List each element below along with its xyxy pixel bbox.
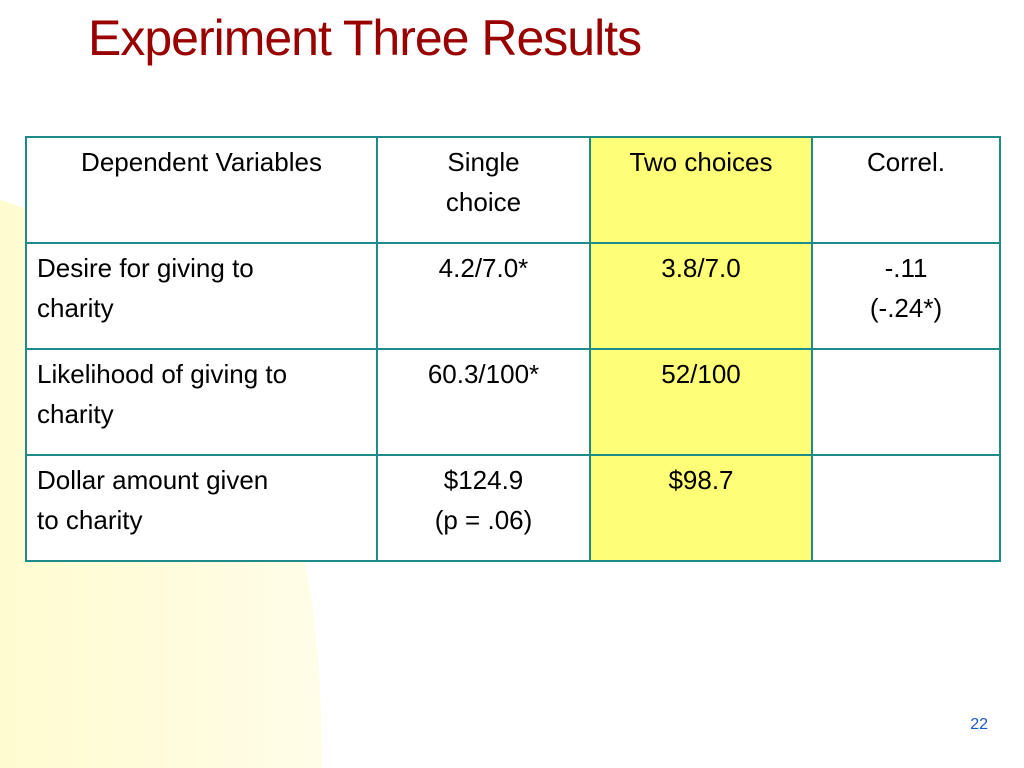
results-table: Dependent Variables Single choice Two ch… <box>25 136 1001 562</box>
single-choice-value: $124.9 <box>443 465 524 495</box>
row-label-cell: Likelihood of giving to charity <box>25 348 378 456</box>
row-label-line2: charity <box>37 399 114 429</box>
header-two-choices-label: Two choices <box>629 147 773 177</box>
page-number: 22 <box>970 716 988 733</box>
header-correl: Correl. <box>811 136 1001 244</box>
single-choice-cell: 4.2/7.0* <box>376 242 591 350</box>
header-single-choice-line1: Single <box>447 147 520 177</box>
two-choices-cell: 52/100 <box>589 348 813 456</box>
row-label-line1: Likelihood of giving to <box>37 359 288 389</box>
row-label-line2: to charity <box>37 505 143 535</box>
correl-value-line2: (-.24*) <box>869 293 943 323</box>
single-choice-value: 4.2/7.0* <box>438 253 529 283</box>
correl-cell <box>811 348 1001 456</box>
row-label-line1: Dollar amount given <box>37 465 269 495</box>
correl-cell <box>811 454 1001 562</box>
two-choices-cell: 3.8/7.0 <box>589 242 813 350</box>
two-choices-value: 52/100 <box>661 359 741 389</box>
two-choices-value: $98.7 <box>668 465 734 495</box>
correl-cell: -.11 (-.24*) <box>811 242 1001 350</box>
single-choice-cell: $124.9 (p = .06) <box>376 454 591 562</box>
row-label-cell: Dollar amount given to charity <box>25 454 378 562</box>
row-label-line1: Desire for giving to <box>37 253 254 283</box>
single-choice-value: 60.3/100* <box>427 359 540 389</box>
two-choices-cell: $98.7 <box>589 454 813 562</box>
header-dependent-variables: Dependent Variables <box>25 136 378 244</box>
single-choice-cell: 60.3/100* <box>376 348 591 456</box>
slide-title: Experiment Three Results <box>88 10 642 66</box>
correl-value-line1: -.11 <box>884 253 928 283</box>
single-choice-pvalue: (p = .06) <box>434 505 533 535</box>
header-single-choice: Single choice <box>376 136 591 244</box>
table-row: Desire for giving to charity 4.2/7.0* 3.… <box>25 242 1001 350</box>
header-correl-label: Correl. <box>866 147 945 177</box>
header-two-choices: Two choices <box>589 136 813 244</box>
table-row: Likelihood of giving to charity 60.3/100… <box>25 348 1001 456</box>
header-single-choice-line2: choice <box>445 187 522 217</box>
row-label-cell: Desire for giving to charity <box>25 242 378 350</box>
header-dependent-variables-label: Dependent Variables <box>81 147 322 177</box>
row-label-line2: charity <box>37 293 114 323</box>
table-row: Dollar amount given to charity $124.9 (p… <box>25 454 1001 562</box>
two-choices-value: 3.8/7.0 <box>661 253 741 283</box>
table-header-row: Dependent Variables Single choice Two ch… <box>25 136 1001 244</box>
